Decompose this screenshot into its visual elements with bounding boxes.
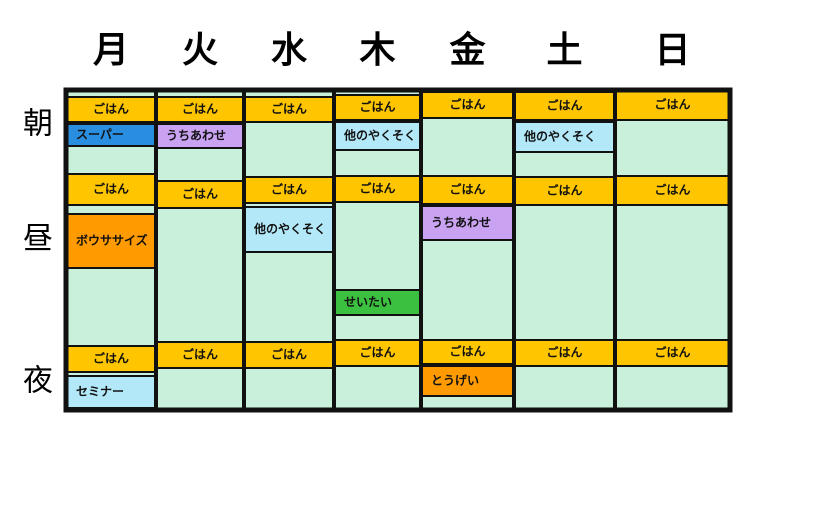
event-label: ごはん <box>449 97 485 112</box>
event-label: 他のやくそく <box>523 129 596 144</box>
event-block <box>156 341 244 369</box>
event-label: スーパー <box>76 128 124 142</box>
event-block <box>244 96 334 123</box>
event-label: 他のやくそく <box>253 221 326 236</box>
event-label: ごはん <box>546 345 582 360</box>
period-label: 夜 <box>23 364 53 399</box>
event-label: セミナー <box>76 385 124 399</box>
event-label: ごはん <box>182 347 218 362</box>
event-block <box>244 206 334 253</box>
day-header: 日 <box>654 30 690 71</box>
event-label: うちあわせ <box>431 216 491 230</box>
event-block <box>156 96 244 123</box>
event-label: ごはん <box>546 183 582 198</box>
day-header: 火 <box>182 30 218 71</box>
event-label: ごはん <box>93 351 129 366</box>
period-label: 昼 <box>23 222 53 257</box>
event-label: ごはん <box>449 344 485 359</box>
event-label: せいたい <box>344 295 392 309</box>
event-label: ごはん <box>182 186 218 201</box>
event-label: ごはん <box>93 181 129 196</box>
event-label: ごはん <box>654 182 690 197</box>
day-header: 月 <box>93 30 129 71</box>
event-label: 他のやくそく <box>343 128 416 143</box>
event-label: ごはん <box>271 182 307 197</box>
event-block <box>244 176 334 204</box>
event-label: とうげい <box>431 373 479 388</box>
event-label: ごはん <box>449 182 485 197</box>
event-label: ごはん <box>359 181 395 196</box>
event-label: ごはん <box>182 101 218 116</box>
event-block <box>156 180 244 209</box>
event-label: ごはん <box>654 345 690 360</box>
day-header: 土 <box>546 30 582 71</box>
event-block <box>66 96 156 123</box>
table-border <box>63 87 733 413</box>
event-block <box>514 339 615 367</box>
event-block <box>334 339 421 367</box>
event-block <box>334 289 421 316</box>
event-label: うちあわせ <box>166 129 226 143</box>
event-label: ごはん <box>271 347 307 362</box>
event-block <box>514 176 615 206</box>
event-label: ごはん <box>546 98 582 113</box>
day-header: 木 <box>359 30 395 71</box>
event-label: ごはん <box>271 101 307 116</box>
event-label: ごはん <box>654 97 690 112</box>
event-label: ごはん <box>93 101 129 116</box>
event-label: ごはん <box>359 99 395 114</box>
event-label: ごはん <box>359 345 395 360</box>
day-header: 水 <box>271 30 308 71</box>
period-label: 朝 <box>23 107 53 142</box>
event-label: ボウササイズ <box>76 233 148 248</box>
day-header: 金 <box>448 29 486 71</box>
event-block <box>66 345 156 373</box>
event-block <box>615 175 730 206</box>
